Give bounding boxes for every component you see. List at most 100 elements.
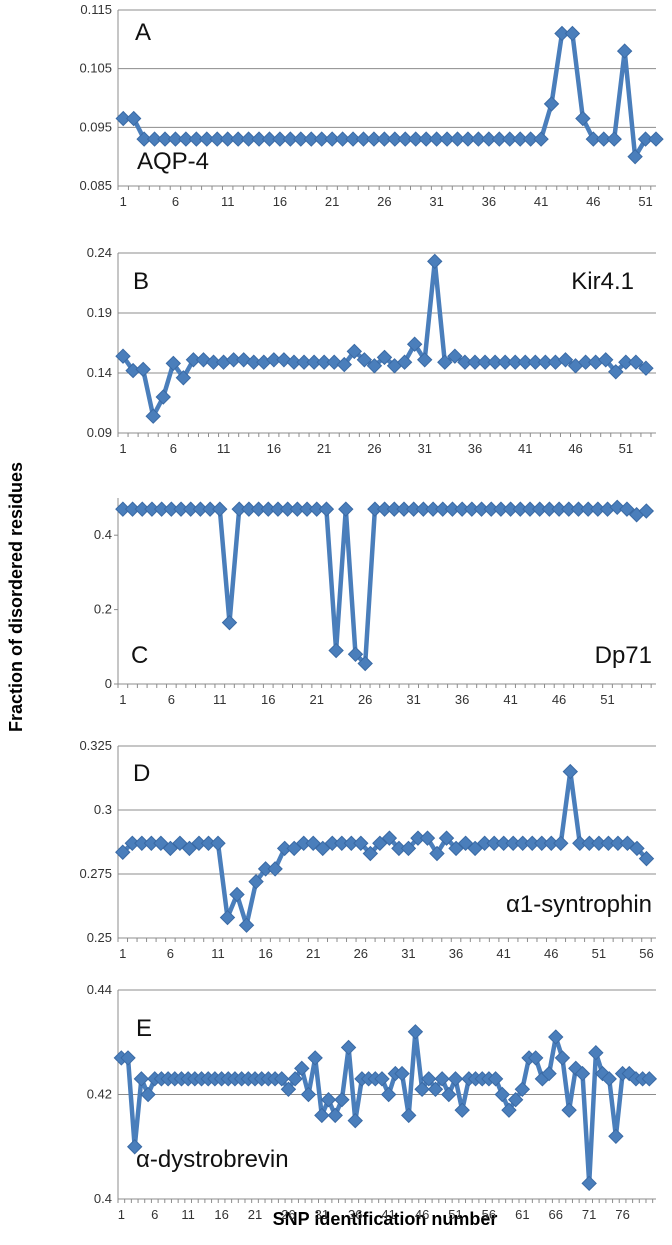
data-point <box>293 131 309 147</box>
x-tick-label: 26 <box>367 441 381 456</box>
data-point <box>609 499 625 516</box>
data-point <box>477 354 493 370</box>
data-point <box>470 131 487 147</box>
data-point <box>120 1050 136 1066</box>
data-point <box>428 131 445 147</box>
data-point <box>115 110 131 127</box>
panel-name: α-dystrobrevin <box>136 1146 289 1173</box>
data-point <box>561 1102 577 1118</box>
data-point <box>514 1081 531 1097</box>
data-point <box>397 131 413 147</box>
data-point <box>347 646 364 662</box>
data-point <box>165 355 182 372</box>
x-tick-label: 26 <box>377 194 391 209</box>
data-point <box>294 1060 310 1077</box>
x-tick-label: 36 <box>455 692 469 707</box>
x-tick-label: 31 <box>406 692 420 707</box>
data-point <box>280 1081 297 1097</box>
data-point <box>327 1107 343 1124</box>
x-tick-label: 41 <box>496 946 510 961</box>
data-point <box>548 1029 564 1045</box>
data-point <box>261 131 278 147</box>
data-point <box>627 148 643 165</box>
y-tick-label: 0.19 <box>87 305 112 320</box>
x-tick-label: 21 <box>317 441 331 456</box>
data-point <box>307 1050 323 1066</box>
data-point <box>272 131 288 147</box>
data-point <box>427 253 443 270</box>
data-point <box>376 131 393 147</box>
data-point <box>449 131 466 147</box>
x-tick-label: 46 <box>568 441 582 456</box>
data-point <box>527 354 544 370</box>
data-point <box>638 360 654 376</box>
data-point <box>167 131 184 147</box>
data-point <box>501 1102 517 1118</box>
data-point <box>318 501 335 517</box>
panel-letter: E <box>136 1015 152 1042</box>
data-point <box>380 1086 397 1103</box>
x-tick-label: 51 <box>638 194 652 209</box>
data-point <box>648 131 664 147</box>
data-point <box>641 1071 658 1087</box>
data-point <box>454 1102 470 1118</box>
data-point <box>229 886 245 903</box>
x-tick-label: 6 <box>151 1207 158 1222</box>
data-point <box>212 501 228 517</box>
data-point <box>543 96 560 112</box>
x-tick-label: 31 <box>315 1207 329 1222</box>
data-point <box>338 501 354 517</box>
data-point <box>125 110 142 127</box>
y-tick-label: 0.24 <box>87 245 112 260</box>
data-point <box>282 131 299 147</box>
data-point <box>362 845 379 862</box>
data-point <box>618 354 634 370</box>
x-tick-label: 21 <box>309 692 323 707</box>
data-point <box>381 830 398 846</box>
data-point <box>537 354 554 370</box>
data-point <box>334 131 351 147</box>
y-tick-label: 0.3 <box>94 802 112 817</box>
x-tick-label: 26 <box>354 946 368 961</box>
data-point <box>225 352 242 368</box>
data-point <box>637 131 654 147</box>
data-point <box>619 501 635 517</box>
y-tick-label: 0.4 <box>94 1191 112 1206</box>
data-point <box>562 763 579 780</box>
data-point <box>507 1092 524 1108</box>
x-tick-label: 1 <box>118 1207 125 1222</box>
x-tick-label: 36 <box>482 194 496 209</box>
data-point <box>608 364 624 380</box>
data-point <box>394 1065 410 1082</box>
data-point <box>306 354 322 370</box>
x-tick-label: 26 <box>358 692 372 707</box>
data-point <box>638 850 655 867</box>
data-point <box>115 348 131 364</box>
data-point <box>340 1039 357 1056</box>
y-tick-label: 0.4 <box>94 527 112 542</box>
data-point <box>199 131 215 147</box>
data-point <box>419 830 436 846</box>
data-point <box>157 131 173 147</box>
data-point <box>502 131 518 147</box>
data-point <box>407 1024 424 1040</box>
data-point <box>460 131 476 147</box>
y-tick-label: 0.095 <box>79 119 112 134</box>
data-point <box>598 352 614 368</box>
data-point <box>601 1071 617 1087</box>
data-point <box>577 354 594 370</box>
data-point <box>527 1050 544 1066</box>
data-point <box>606 131 622 147</box>
x-tick-label: 1 <box>119 946 126 961</box>
data-point <box>497 354 513 370</box>
data-point <box>408 131 424 147</box>
x-tick-label: 16 <box>214 1207 228 1222</box>
data-point <box>374 1071 390 1087</box>
data-point <box>300 1086 317 1103</box>
data-point <box>581 1175 597 1192</box>
x-tick-label: 46 <box>586 194 600 209</box>
panel-letter: A <box>135 19 151 46</box>
x-tick-label: 16 <box>258 946 272 961</box>
